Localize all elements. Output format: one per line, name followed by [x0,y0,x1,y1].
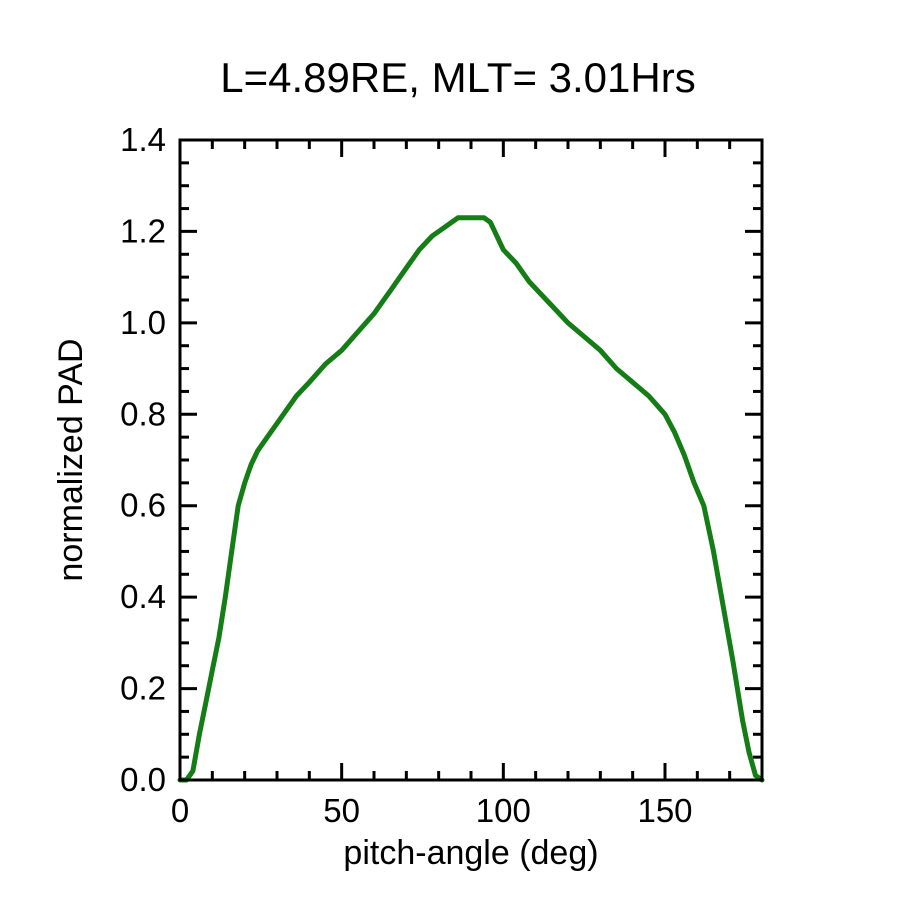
pad-curve [177,215,765,783]
tick-marks [178,138,764,782]
x-tick-label: 100 [476,792,531,829]
y-tick-label: 0.8 [120,395,166,432]
y-axis-label: normalized PAD [52,338,90,581]
x-tick-label: 150 [637,792,692,829]
y-tick-label: 1.2 [120,212,166,249]
plot-frame [178,138,764,782]
curve-group [177,215,765,783]
y-tick-label: 1.0 [120,304,166,341]
y-tick-label: 0.4 [120,578,166,615]
y-tick-label: 1.4 [120,121,166,158]
tick-labels: 0 50 100 150 0.0 0.2 0.4 0.6 0.8 1.0 1.2 1.4 [120,121,692,829]
y-tick-label: 0.6 [120,487,166,524]
x-axis-label: pitch-angle (deg) [343,834,598,872]
chart-title: L=4.89RE, MLT= 3.01Hrs [220,54,695,101]
y-tick-label: 0.0 [120,761,166,798]
y-tick-label: 0.2 [120,670,166,707]
x-tick-label: 0 [171,792,189,829]
x-tick-label: 50 [323,792,360,829]
